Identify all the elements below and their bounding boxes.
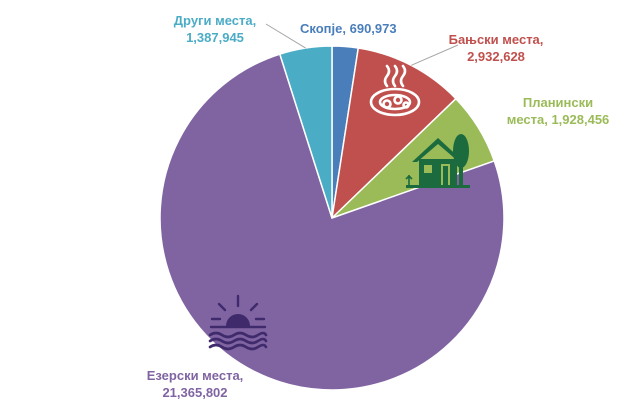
pie-slice-3 <box>159 53 505 391</box>
mountain-house-icon <box>405 134 470 188</box>
pie-slice-1 <box>330 47 457 221</box>
leader-line-4 <box>265 23 306 49</box>
pie-slice-4 <box>278 45 333 219</box>
label-banjski: Бањски места, 2,932,628 <box>436 31 556 65</box>
label-banjski-value: 2,932,628 <box>467 49 525 64</box>
leader-line-1 <box>411 44 459 66</box>
label-ezerski-value: 21,365,802 <box>162 385 228 400</box>
label-planinski-value: места, 1,928,456 <box>506 112 610 127</box>
label-planinski-name: Планински <box>522 95 594 110</box>
label-ezerski: Езерски места, 21,365,802 <box>130 367 260 401</box>
label-ezerski-name: Езерски места, <box>146 368 244 383</box>
label-skopje-name: Скопје, <box>300 21 346 36</box>
label-planinski: Планински места, 1,928,456 <box>488 94 628 128</box>
hot-spring-icon <box>369 64 421 117</box>
label-drugi-value: 1,387,945 <box>186 30 244 45</box>
label-drugi: Други места, 1,387,945 <box>150 12 280 46</box>
lake-sunset-icon <box>208 294 268 351</box>
label-banjski-name: Бањски места, <box>448 32 544 47</box>
leader-lines <box>265 23 459 66</box>
label-skopje-value: 690,973 <box>349 21 397 36</box>
pie-slices <box>159 45 505 391</box>
label-skopje: Скопје, 690,973 <box>300 20 397 37</box>
label-drugi-name: Други места, <box>173 13 257 28</box>
